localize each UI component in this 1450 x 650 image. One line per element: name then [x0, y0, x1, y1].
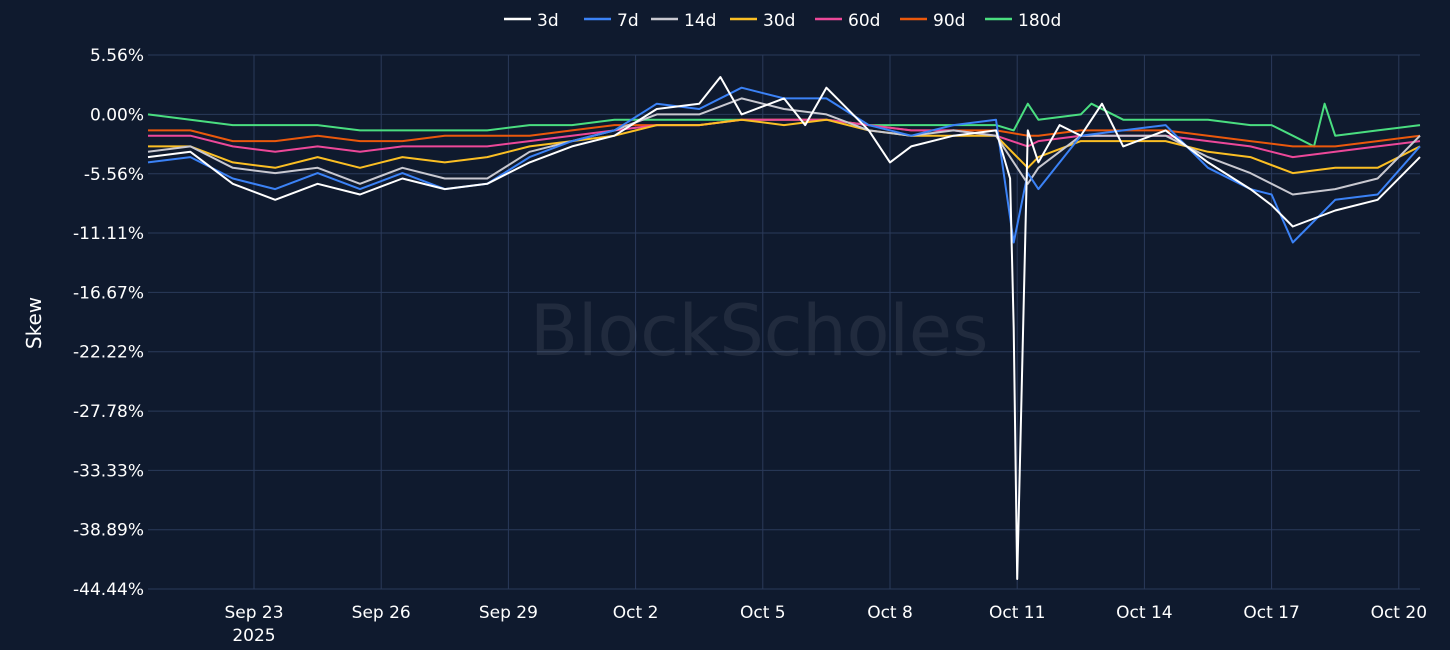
- legend-item-60d[interactable]: 60d: [815, 11, 880, 31]
- series-line-30d: [148, 118, 1421, 175]
- series-line-14d: [147, 97, 1421, 196]
- legend-item-90d[interactable]: 90d: [900, 11, 965, 31]
- x-tick-label: Oct 11: [989, 603, 1045, 623]
- y-tick-label: -44.44%: [73, 580, 144, 600]
- y-tick-label: -16.67%: [73, 283, 144, 303]
- legend-item-180d[interactable]: 180d: [985, 11, 1061, 31]
- x-tick-year-label: 2025: [232, 626, 275, 646]
- legend-label: 7d: [617, 11, 639, 31]
- y-tick-label: 5.56%: [90, 46, 144, 66]
- x-tick-label: Sep 26: [352, 603, 411, 623]
- y-tick-label: -5.56%: [84, 165, 144, 185]
- legend-item-14d[interactable]: 14d: [651, 11, 716, 31]
- y-tick-label: -11.11%: [73, 224, 144, 244]
- watermark: BlockScholes: [530, 290, 988, 372]
- y-axis-ticks: 5.56% 0.00% -5.56% -11.11% -16.67% -22.22% -27…: [73, 46, 144, 600]
- legend-label: 180d: [1018, 11, 1061, 31]
- x-tick-label: Oct 8: [867, 603, 913, 623]
- y-tick-label: -33.33%: [73, 461, 144, 481]
- x-tick-label: Oct 20: [1371, 603, 1427, 623]
- legend-label: 90d: [933, 11, 965, 31]
- legend-label: 3d: [537, 11, 559, 31]
- legend-item-3d[interactable]: 3d: [504, 11, 559, 31]
- x-axis-ticks: Sep 23 2025 Sep 26 Sep 29 Oct 2 Oct 5 Oct 8 Oct…: [224, 603, 1427, 646]
- legend[interactable]: 3d 7d 14d 30d 60d 90d 180d: [504, 11, 1061, 31]
- x-tick-label: Oct 5: [740, 603, 786, 623]
- grid-lines: [148, 54, 1420, 590]
- series-line-3d: [147, 76, 1421, 580]
- x-tick-label: Oct 14: [1116, 603, 1172, 623]
- legend-item-30d[interactable]: 30d: [730, 11, 795, 31]
- x-tick-label: Sep 29: [479, 603, 538, 623]
- y-axis-title: Skew: [22, 297, 46, 349]
- legend-item-7d[interactable]: 7d: [584, 11, 639, 31]
- legend-label: 30d: [763, 11, 795, 31]
- y-tick-label: -22.22%: [73, 343, 144, 363]
- series-line-7d: [147, 86, 1421, 244]
- x-tick-label: Oct 2: [613, 603, 659, 623]
- series-line-180d: [147, 102, 1421, 148]
- y-tick-label: 0.00%: [90, 105, 144, 125]
- x-tick-label: Oct 17: [1243, 603, 1299, 623]
- y-tick-label: -27.78%: [73, 402, 144, 422]
- series-lines: [147, 76, 1421, 580]
- legend-label: 14d: [684, 11, 716, 31]
- legend-label: 60d: [848, 11, 880, 31]
- series-line-60d: [148, 118, 1421, 159]
- y-tick-label: -38.89%: [73, 521, 144, 541]
- x-tick-label: Sep 23: [224, 603, 283, 623]
